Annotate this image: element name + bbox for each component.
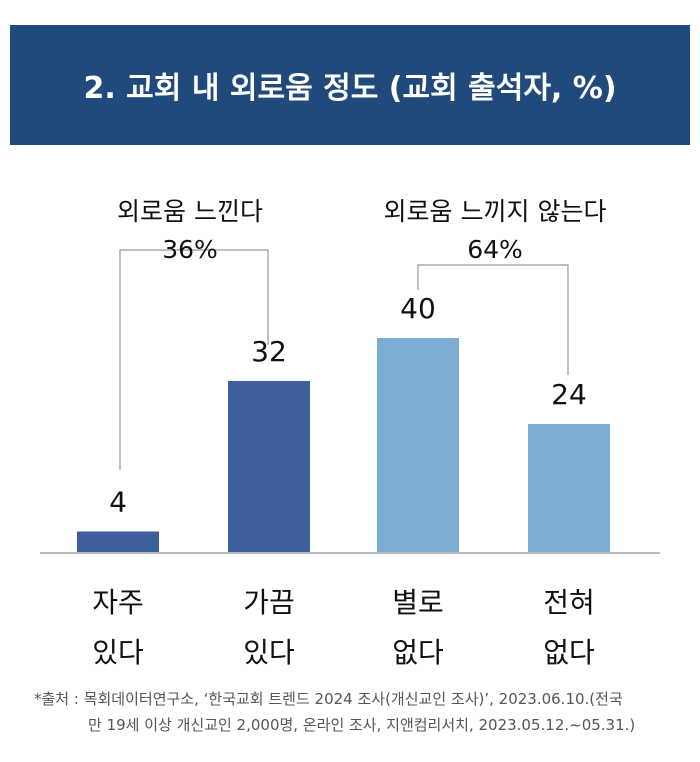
group-label: 외로움 느낀다 bbox=[117, 197, 263, 226]
bar bbox=[377, 338, 459, 553]
category-label: 있다 bbox=[243, 636, 295, 669]
group-bracket bbox=[417, 264, 569, 375]
data-label: 40 bbox=[400, 292, 436, 325]
data-label: 4 bbox=[109, 486, 127, 519]
chart-title: 2. 교회 내 외로움 정도 (교회 출석자, %) bbox=[10, 25, 690, 145]
category-label: 자주 bbox=[92, 586, 144, 619]
bar bbox=[77, 531, 159, 553]
category-label: 없다 bbox=[392, 636, 444, 669]
data-label: 32 bbox=[251, 335, 287, 368]
category-label: 없다 bbox=[543, 636, 595, 669]
category-label: 별로 bbox=[392, 586, 444, 619]
footnote-line-1: *출처 : 목회데이터연구소, ‘한국교회 트렌드 2024 조사(개신교인 조… bbox=[34, 690, 623, 708]
group-bracket bbox=[119, 249, 269, 470]
group-value: 64% bbox=[467, 235, 523, 264]
category-label: 있다 bbox=[92, 636, 144, 669]
bar bbox=[528, 424, 610, 553]
group-value: 36% bbox=[162, 235, 218, 264]
footnote-line-2: 만 19세 이상 개신교인 2,000명, 온라인 조사, 지앤컴리서치, 20… bbox=[88, 716, 636, 734]
bar bbox=[228, 381, 310, 553]
footnote: *출처 : 목회데이터연구소, ‘한국교회 트렌드 2024 조사(개신교인 조… bbox=[0, 686, 700, 738]
category-label: 전혀 bbox=[543, 586, 595, 619]
data-label: 24 bbox=[551, 378, 587, 411]
category-label: 가끔 bbox=[243, 586, 295, 619]
group-label: 외로움 느끼지 않는다 bbox=[384, 197, 607, 226]
